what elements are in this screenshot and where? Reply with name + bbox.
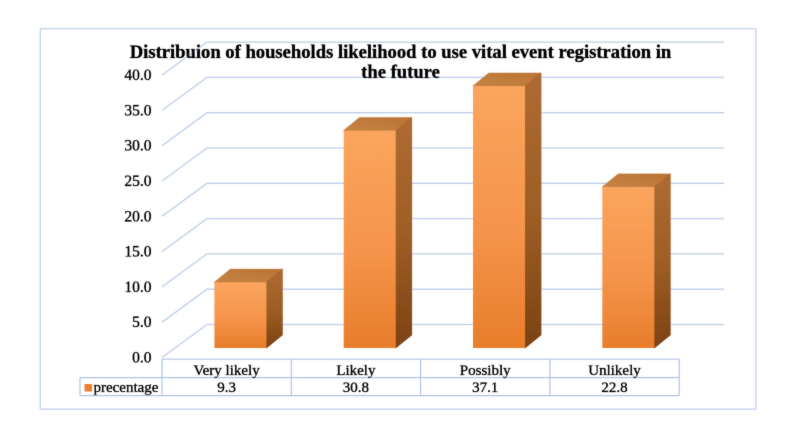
- svg-text:15.0: 15.0: [124, 244, 151, 261]
- svg-text:Unlikely: Unlikely: [588, 363, 641, 379]
- svg-text:Very likely: Very likely: [193, 363, 260, 379]
- svg-text:Likely: Likely: [336, 363, 376, 379]
- svg-text:37.1: 37.1: [472, 380, 498, 396]
- svg-text:22.8: 22.8: [601, 380, 627, 396]
- svg-text:20.0: 20.0: [124, 208, 151, 225]
- svg-text:Possibly: Possibly: [460, 363, 511, 379]
- svg-text:25.0: 25.0: [124, 173, 151, 190]
- svg-text:Distribuion of households like: Distribuion of households likelihood to …: [130, 42, 672, 63]
- svg-text:35.0: 35.0: [124, 102, 151, 119]
- svg-text:9.3: 9.3: [217, 380, 236, 396]
- svg-text:precentage: precentage: [94, 380, 159, 396]
- svg-text:10.0: 10.0: [124, 279, 151, 296]
- svg-text:5.0: 5.0: [132, 314, 152, 331]
- svg-text:30.0: 30.0: [124, 138, 151, 155]
- svg-text:30.8: 30.8: [343, 380, 369, 396]
- svg-text:40.0: 40.0: [124, 67, 151, 84]
- svg-text:the future: the future: [361, 62, 440, 83]
- svg-text:0.0: 0.0: [132, 350, 152, 367]
